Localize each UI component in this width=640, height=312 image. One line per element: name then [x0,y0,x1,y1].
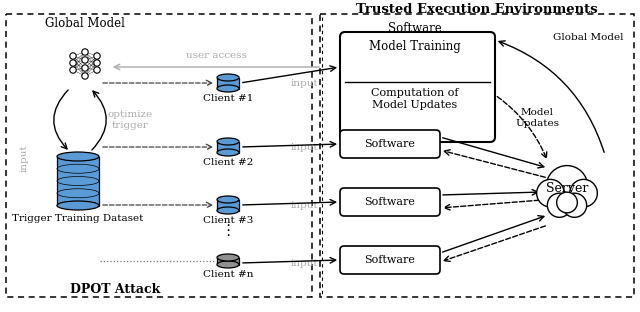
FancyBboxPatch shape [340,32,495,142]
Ellipse shape [217,196,239,203]
Circle shape [94,67,100,73]
Text: Server: Server [546,182,588,194]
Bar [217,77,239,89]
Circle shape [557,192,577,213]
Circle shape [82,73,88,79]
Text: DPOT Attack: DPOT Attack [70,283,160,296]
Text: ⋮: ⋮ [220,222,236,237]
Ellipse shape [217,261,239,268]
Ellipse shape [57,152,99,161]
Text: Software: Software [365,255,415,265]
Text: input: input [291,201,318,209]
Text: Trusted Execution Environments: Trusted Execution Environments [356,3,598,16]
Text: user access: user access [186,51,246,60]
Text: Software: Software [365,197,415,207]
Text: input: input [291,143,318,152]
Bar [217,142,239,153]
Text: Trigger Training Dataset: Trigger Training Dataset [12,214,144,223]
Bar [6,14,312,297]
Circle shape [70,60,76,66]
Circle shape [82,65,88,71]
Text: Client #2: Client #2 [203,158,253,167]
Text: input: input [19,144,29,172]
Text: Global Model: Global Model [45,17,125,30]
FancyBboxPatch shape [340,188,440,216]
Text: Model
Updates: Model Updates [515,108,559,128]
Ellipse shape [217,149,239,156]
Ellipse shape [217,254,239,261]
Ellipse shape [217,138,239,145]
Circle shape [547,193,572,217]
Text: Global Model: Global Model [553,33,623,42]
Ellipse shape [217,207,239,214]
Text: Client #1: Client #1 [203,94,253,103]
Circle shape [94,60,100,66]
Text: Computation of
Model Updates: Computation of Model Updates [371,88,459,110]
FancyBboxPatch shape [340,130,440,158]
Ellipse shape [217,85,239,92]
Circle shape [547,166,588,207]
Circle shape [70,67,76,73]
Text: input: input [291,79,318,87]
Ellipse shape [57,201,99,210]
Circle shape [82,49,88,55]
Circle shape [563,193,587,217]
Circle shape [570,179,597,207]
Circle shape [537,179,564,207]
Ellipse shape [217,74,239,81]
Circle shape [82,57,88,63]
FancyBboxPatch shape [340,246,440,274]
Bar [217,199,239,211]
Text: Client #3: Client #3 [203,216,253,225]
Bar [320,14,634,297]
Text: Software: Software [365,139,415,149]
Circle shape [94,53,100,59]
Text: optimize
trigger: optimize trigger [108,110,152,130]
Text: Model Training: Model Training [369,40,461,53]
Circle shape [70,53,76,59]
Text: Client #n: Client #n [203,270,253,279]
Bar [57,157,99,206]
Bar [217,257,239,265]
Text: Software: Software [388,22,442,35]
Text: input: input [291,259,318,267]
